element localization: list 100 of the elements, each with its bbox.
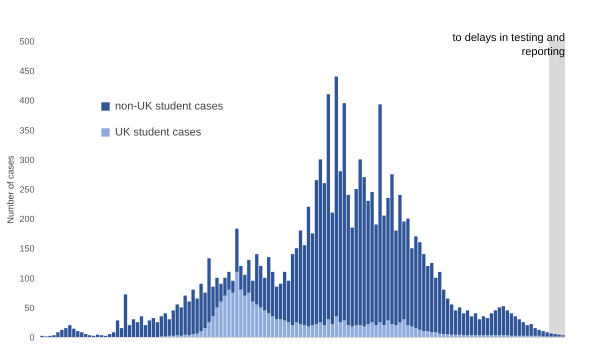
bar — [235, 272, 239, 337]
bar — [80, 332, 84, 337]
bar — [358, 325, 362, 337]
y-tick-label: 350 — [19, 125, 34, 136]
bar — [494, 310, 498, 336]
bar — [549, 333, 553, 336]
bar — [458, 307, 462, 335]
legend-label: non-UK student cases — [115, 100, 224, 112]
bar — [426, 331, 430, 337]
bar — [410, 326, 414, 337]
bar — [438, 272, 442, 334]
bar — [545, 332, 549, 336]
y-tick-label: 300 — [19, 154, 34, 165]
bar — [390, 174, 394, 324]
bar — [191, 290, 195, 334]
bar — [84, 334, 88, 337]
bar — [350, 326, 354, 337]
bar — [498, 307, 502, 336]
bar — [537, 330, 541, 336]
bar — [434, 332, 438, 337]
bar — [318, 322, 322, 337]
annotation: to delays in testing and reporting — [452, 32, 565, 58]
bar — [68, 325, 72, 337]
legend-label: UK student cases — [115, 126, 202, 138]
bar — [255, 304, 258, 337]
bar — [526, 325, 529, 336]
bar — [394, 325, 398, 337]
y-tick-label: 150 — [19, 244, 34, 254]
bar — [76, 331, 80, 337]
bar — [60, 330, 64, 337]
y-tick-label: 400 — [19, 96, 34, 106]
bar — [430, 332, 434, 337]
bar — [518, 319, 521, 336]
bar — [306, 206, 310, 326]
bar — [290, 325, 294, 337]
y-tick-label: 500 — [19, 36, 34, 46]
bar — [378, 104, 382, 322]
bar — [255, 254, 258, 304]
bar — [422, 331, 426, 337]
bar — [354, 325, 358, 337]
bar — [326, 319, 330, 337]
bar — [278, 319, 282, 337]
y-axis-title: Number of cases — [5, 154, 16, 224]
bar — [199, 284, 203, 332]
y-tick-label: 450 — [19, 66, 34, 76]
bar — [370, 322, 374, 337]
bar — [378, 322, 382, 337]
bar — [199, 331, 203, 337]
bar — [414, 236, 418, 328]
bar — [510, 313, 513, 336]
bar — [191, 334, 195, 337]
bar — [406, 218, 410, 326]
bar — [282, 320, 286, 337]
bar — [227, 290, 231, 337]
bar — [160, 316, 163, 336]
bar — [334, 316, 338, 337]
bar — [530, 324, 533, 336]
bar — [108, 334, 112, 337]
bar — [414, 328, 418, 337]
bar — [64, 328, 68, 337]
bar — [366, 324, 370, 337]
bar — [310, 325, 314, 337]
bar — [522, 322, 525, 336]
bar — [402, 319, 406, 337]
bar — [390, 324, 394, 337]
bar — [502, 306, 506, 336]
bar — [362, 326, 366, 337]
bar — [148, 320, 152, 337]
bar — [247, 292, 250, 337]
bar — [259, 307, 262, 337]
bar — [418, 330, 422, 337]
bar — [398, 322, 402, 337]
y-tick-label: 50 — [24, 302, 34, 313]
bar — [541, 331, 545, 336]
bar — [132, 319, 136, 337]
y-tick-label: 0 — [29, 332, 34, 342]
bar — [506, 310, 509, 336]
bar — [318, 159, 322, 322]
bar — [274, 319, 278, 337]
bar — [176, 304, 179, 336]
bar — [534, 328, 537, 336]
bar — [358, 159, 362, 326]
bar — [263, 310, 266, 337]
bar — [430, 263, 434, 332]
bar — [282, 272, 286, 320]
bar — [398, 194, 402, 322]
bar — [298, 324, 302, 337]
y-tick-label: 100 — [19, 273, 34, 284]
bar — [271, 316, 274, 337]
bar — [72, 328, 76, 337]
y-tick-label: 200 — [19, 214, 34, 224]
bar — [267, 257, 270, 314]
bar — [314, 324, 318, 337]
bar — [195, 333, 199, 337]
bar — [267, 313, 270, 337]
bar — [438, 333, 442, 337]
bar — [302, 325, 306, 337]
bar — [442, 334, 446, 337]
bar — [152, 318, 156, 337]
bar — [446, 334, 450, 337]
